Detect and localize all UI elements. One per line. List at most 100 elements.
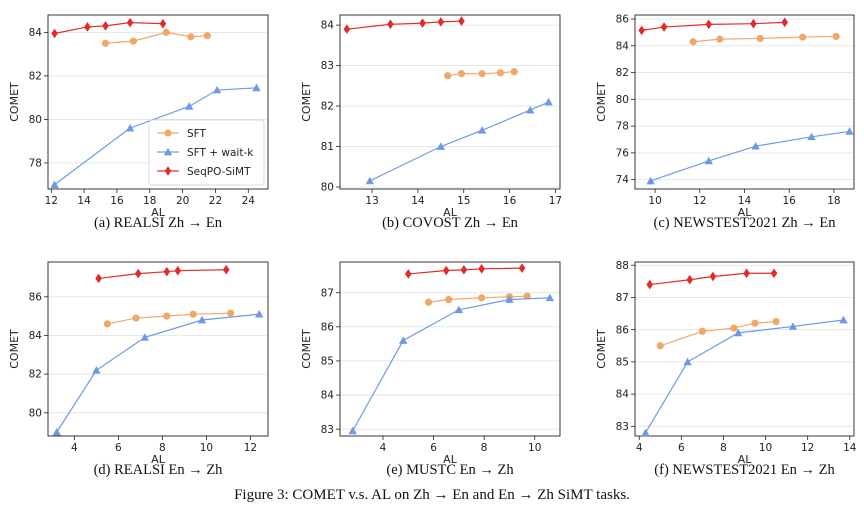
data-point [477,126,487,134]
y-axis-label: COMET [8,329,21,369]
data-point [103,320,111,328]
subplot-caption: (e) MUSTC En → Zh [386,462,514,478]
data-point [163,312,171,320]
subplot-caption: (c) NEWSTEST2021 Zh → En [653,215,836,231]
x-tick-label: 10 [648,195,661,207]
y-tick-label: 84 [321,20,335,32]
data-point [756,34,764,43]
data-point [458,16,465,26]
y-tick-label: 86 [29,291,43,303]
x-tick-label: 24 [242,195,256,207]
data-point [51,28,58,39]
y-axis-label: COMET [300,82,313,122]
y-tick-label: 80 [29,407,42,419]
data-point [129,37,137,45]
data-point [750,18,757,29]
data-point [689,38,697,46]
y-tick-label: 83 [616,421,629,433]
data-point [187,33,195,41]
legend-label: SFT + wait-k [187,147,254,159]
y-tick-label: 84 [616,389,630,401]
subplot-caption: (d) REALSI En → Zh [94,462,224,478]
series-line [98,269,227,280]
data-point [832,32,840,41]
data-point [442,265,450,276]
data-point [478,264,485,274]
y-tick-label: 84 [29,330,43,342]
y-tick-label: 86 [616,14,630,26]
x-tick-label: 16 [783,195,797,207]
y-axis-label: COMET [595,82,608,122]
data-point [255,310,264,318]
data-point [686,274,694,285]
series-line [369,101,549,182]
y-tick-label: 85 [321,356,334,368]
x-tick-label: 6 [678,442,685,454]
data-point [705,19,713,30]
x-axis-label: AL [738,453,753,466]
data-point [807,132,816,141]
data-point [163,266,171,277]
x-axis-label: AL [738,206,753,219]
data-point [227,309,235,317]
plot-frame [47,261,269,437]
x-tick-label: 4 [380,442,387,454]
y-tick-label: 85 [616,356,629,368]
data-point [460,265,468,275]
data-point [164,166,172,176]
x-tick-label: 8 [159,442,166,454]
data-point [212,85,222,94]
legend-label: SFT [187,128,207,140]
data-point [436,142,446,150]
data-point [101,39,110,47]
y-axis-label: COMET [300,329,313,369]
y-axis-label: COMET [595,329,608,369]
data-point [343,24,351,34]
y-tick-label: 83 [321,424,334,436]
data-point [348,426,357,435]
legend-label: SeqPO-SiMT [187,166,251,178]
data-point [523,292,531,300]
data-point [102,21,109,31]
data-point [132,314,140,322]
y-tick-label: 82 [616,67,629,79]
chart-panel-3: 10 12 14 16 18 74 76 78 80 82 84 86 AL COMET (c) NEWST… [595,14,855,231]
y-tick-label: 84 [29,27,43,39]
legend: SFT SFT + wait-k SeqPO-SiMT [148,119,265,186]
y-tick-label: 82 [321,101,334,113]
legend-box [148,119,265,186]
series-line [660,321,777,347]
series-line [352,297,550,432]
data-point [743,268,750,279]
data-point [184,102,194,110]
x-tick-label: 14 [843,442,857,454]
figure-caption: Figure 3: COMET v.s. AL on Zh → En and E… [234,487,630,503]
y-tick-label: 81 [321,141,334,153]
data-point [716,35,724,43]
y-tick-label: 83 [321,60,334,72]
y-tick-label: 78 [616,121,629,133]
data-point [197,315,207,324]
x-axis-label: AL [443,206,458,219]
data-point [164,129,172,137]
chart-panel-2: 13 14 15 16 17 80 81 82 83 84 AL COMET (b) COVOST Zh… [300,14,562,231]
x-axis-label: AL [443,453,458,466]
series-line [645,319,844,434]
x-axis-label: AL [151,453,166,466]
x-tick-label: 6 [115,442,122,454]
data-point [140,333,149,341]
data-point [845,127,854,135]
data-point [770,268,778,279]
data-point [399,336,408,344]
x-tick-label: 14 [738,195,752,207]
x-tick-label: 12 [801,442,814,454]
data-point [510,68,518,76]
data-point [174,265,182,276]
y-tick-label: 80 [29,114,42,126]
x-tick-label: 14 [77,195,91,207]
data-point [387,19,394,30]
x-tick-label: 18 [827,195,840,207]
data-point [478,294,486,302]
data-point [751,141,760,150]
